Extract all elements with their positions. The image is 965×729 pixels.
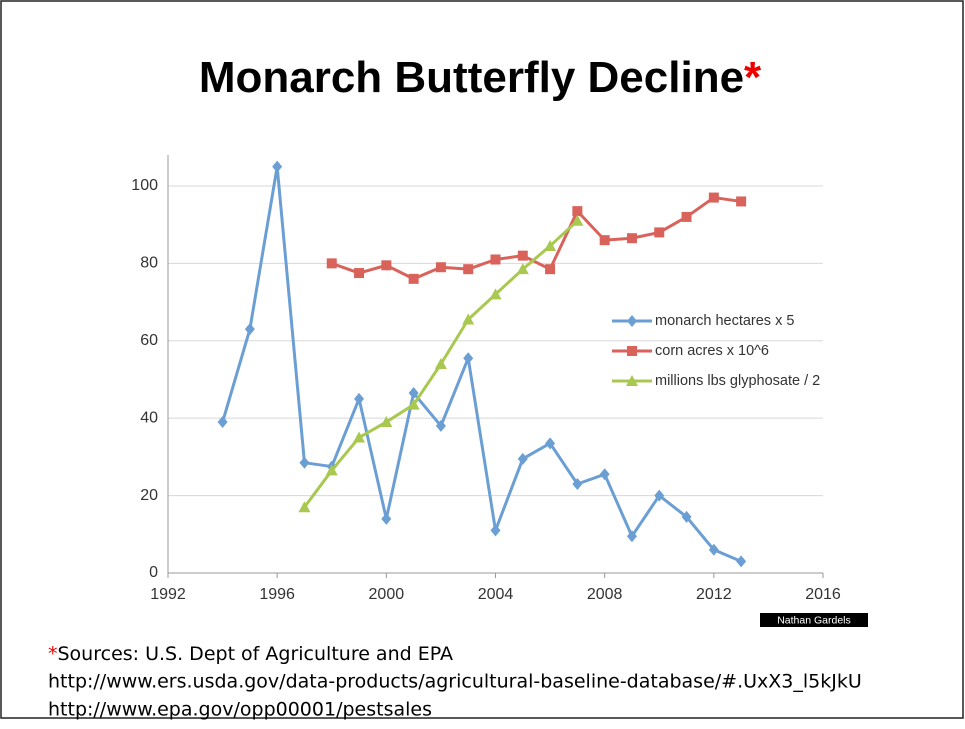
series-line [331, 196, 742, 281]
legend-label: millions lbs glyphosate / 2 [655, 373, 820, 389]
marker [736, 196, 747, 207]
sources-label: Sources: U.S. Dept of Agriculture and EP… [58, 643, 453, 665]
marker [354, 392, 365, 405]
marker [435, 262, 446, 273]
y-tick-label: 40 [140, 409, 158, 426]
marker [407, 398, 420, 410]
x-tick-label: 2008 [587, 586, 623, 603]
marker [572, 206, 583, 217]
y-tick-label: 100 [131, 177, 158, 194]
marker [490, 254, 501, 265]
marker [599, 235, 610, 246]
marker [708, 543, 719, 556]
marker [463, 264, 474, 275]
marker [681, 211, 692, 222]
marker [463, 352, 474, 365]
watermark: Nathan Gardels [777, 614, 851, 626]
marker [489, 288, 502, 300]
legend-label: corn acres x 10^6 [655, 343, 769, 359]
marker [708, 192, 719, 203]
marker [326, 258, 337, 269]
marker [272, 160, 283, 173]
x-tick-label: 2012 [696, 586, 732, 603]
title-mark: * [744, 53, 762, 102]
marker [681, 510, 692, 523]
series-line [221, 165, 742, 563]
marker [298, 501, 311, 513]
marker [545, 264, 556, 275]
marker [571, 214, 584, 226]
marker [435, 419, 446, 432]
marker [572, 477, 583, 490]
slide-title: Monarch Butterfly Decline* [199, 53, 762, 102]
source-link: http://www.ers.usda.gov/data-products/ag… [48, 671, 862, 693]
x-tick-label: 1992 [150, 586, 186, 603]
title-text: Monarch Butterfly Decline [199, 53, 744, 102]
marker [627, 315, 637, 327]
marker [626, 530, 637, 543]
sources-line: *Sources: U.S. Dept of Agriculture and E… [48, 643, 453, 665]
x-tick-label: 2004 [478, 586, 514, 603]
source-link: http://www.epa.gov/opp00001/pestsales [48, 699, 432, 721]
marker [736, 555, 747, 568]
marker [544, 239, 557, 251]
watermark-box [760, 613, 868, 627]
marker [462, 313, 475, 325]
plot: 0 20 40 60 80 100 1992 1996 2000 2004 2008 2012 2016… [131, 155, 841, 603]
marker [545, 437, 556, 450]
marker [244, 323, 255, 336]
marker [516, 263, 529, 275]
marker [626, 233, 637, 244]
x-tick-label: 1996 [259, 586, 295, 603]
marker [408, 273, 419, 284]
marker [626, 375, 638, 386]
sources-mark: * [48, 643, 58, 665]
marker [654, 489, 665, 502]
marker [490, 524, 501, 537]
y-tick-label: 0 [149, 564, 158, 581]
marker [517, 250, 528, 261]
marker [381, 512, 392, 525]
y-tick-label: 60 [140, 332, 158, 349]
marker [627, 346, 637, 356]
marker [217, 416, 228, 429]
y-tick-label: 20 [140, 487, 158, 504]
marker [354, 268, 365, 279]
marker [434, 358, 447, 369]
marker [380, 416, 393, 428]
x-tick-label: 2016 [805, 586, 841, 603]
y-tick-label: 80 [140, 255, 158, 272]
marker [353, 431, 366, 443]
marker [599, 468, 610, 481]
marker [654, 227, 665, 238]
marker [381, 260, 392, 271]
x-tick-label: 2000 [369, 586, 405, 603]
marker [408, 387, 419, 400]
legend-label: monarch hectares x 5 [655, 313, 794, 329]
marker [517, 452, 528, 465]
marker [299, 456, 310, 469]
marker [325, 464, 338, 476]
